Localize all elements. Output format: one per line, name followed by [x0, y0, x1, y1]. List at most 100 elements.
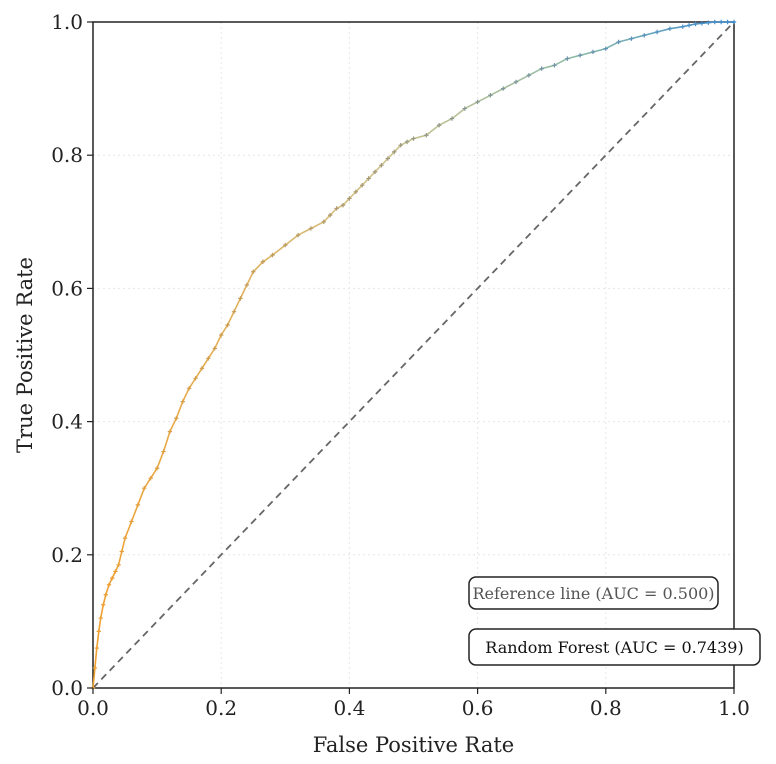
- roc-point: [699, 21, 705, 26]
- roc-point: [360, 182, 365, 188]
- legend: Reference line (AUC = 0.500) Random Fore…: [468, 576, 761, 666]
- legend-random-forest-box: [468, 628, 761, 666]
- y-tick-label: 0.8: [51, 143, 83, 167]
- roc-point: [590, 49, 596, 55]
- roc-point: [135, 502, 141, 508]
- roc-point: [148, 476, 153, 481]
- x-tick-label: 0.6: [462, 696, 494, 720]
- legend-random-forest-label: Random Forest (AUC = 0.7439): [485, 638, 743, 657]
- y-tick-label: 1.0: [51, 10, 83, 34]
- x-axis-title: False Positive Rate: [313, 733, 514, 757]
- roc-point: [340, 202, 346, 208]
- x-tick-label: 1.0: [718, 696, 750, 720]
- plot-frame: [92, 21, 735, 689]
- reference-line-group: [92, 21, 735, 689]
- roc-point: [385, 156, 391, 161]
- roc-point: [98, 615, 103, 621]
- roc-point: [693, 21, 698, 27]
- roc-point: [686, 23, 692, 28]
- roc-point: [92, 665, 98, 671]
- roc-point: [526, 73, 532, 78]
- roc-point: [142, 486, 147, 491]
- roc-point: [475, 99, 480, 105]
- roc-point: [238, 296, 243, 301]
- roc-point: [113, 569, 118, 574]
- roc-point: [577, 53, 583, 58]
- roc-point: [654, 29, 660, 35]
- roc-point: [154, 466, 160, 471]
- roc-point: [667, 26, 673, 31]
- roc-point: [244, 282, 250, 288]
- roc-point: [603, 46, 608, 51]
- roc-point: [96, 629, 101, 634]
- roc-point: [174, 416, 179, 421]
- roc-point: [449, 116, 455, 121]
- y-axis-title: True Positive Rate: [13, 257, 37, 453]
- roc-point: [616, 39, 621, 45]
- roc-point: [94, 645, 100, 651]
- roc-point: [186, 386, 192, 391]
- roc-point: [706, 20, 711, 25]
- roc-point: [372, 169, 378, 175]
- roc-point: [321, 219, 326, 224]
- roc-point: [251, 269, 256, 274]
- y-tick-label: 0.6: [51, 276, 83, 300]
- roc-point: [398, 143, 403, 148]
- roc-point: [231, 309, 237, 314]
- roc-point: [347, 196, 352, 201]
- roc-point: [206, 356, 211, 361]
- roc-point: [642, 33, 647, 38]
- roc-point: [725, 19, 730, 25]
- roc-point: [392, 149, 397, 155]
- roc-point: [270, 252, 275, 258]
- roc-point: [718, 19, 724, 25]
- roc-point: [379, 162, 384, 168]
- roc-point: [353, 189, 359, 195]
- roc-point: [404, 139, 410, 145]
- x-tick-label: 0.0: [77, 696, 109, 720]
- x-tick-label: 0.8: [590, 696, 622, 720]
- roc-point: [334, 206, 339, 211]
- roc-point: [436, 123, 442, 128]
- roc-point: [327, 212, 333, 218]
- roc-point: [308, 226, 314, 231]
- roc-point: [552, 63, 557, 68]
- legend-reference-box: [468, 576, 719, 610]
- roc-point: [712, 19, 717, 25]
- roc-point: [161, 449, 166, 454]
- roc-point: [122, 535, 128, 541]
- roc-curve-line: [92, 21, 734, 689]
- roc-point: [101, 602, 106, 607]
- roc-point: [731, 19, 737, 25]
- roc-point: [260, 259, 266, 264]
- legend-reference-label: Reference line (AUC = 0.500): [472, 584, 714, 603]
- roc-point: [225, 322, 230, 328]
- roc-point: [462, 106, 467, 111]
- roc-point: [366, 176, 371, 181]
- roc-point: [116, 562, 121, 567]
- roc-point: [539, 66, 544, 71]
- roc-point: [565, 56, 570, 61]
- roc-point: [424, 133, 429, 138]
- roc-point: [295, 232, 301, 238]
- axis-ticks: 0.0 0.2 0.4 0.6 0.8 1.0 0.0 0.2 0.4 0.6 0.8 1.0: [51, 10, 750, 720]
- roc-point: [193, 376, 198, 381]
- roc-point: [283, 242, 288, 248]
- roc-point: [411, 136, 416, 141]
- roc-point: [629, 36, 634, 41]
- reference-line: [92, 21, 735, 689]
- roc-point: [103, 592, 109, 597]
- y-tick-label: 0.2: [51, 543, 83, 567]
- roc-point: [119, 549, 125, 554]
- y-tick-label: 0.0: [51, 676, 83, 700]
- roc-point: [106, 582, 112, 587]
- x-tick-label: 0.2: [205, 696, 237, 720]
- x-tick-label: 0.4: [333, 696, 365, 720]
- roc-point: [219, 332, 224, 338]
- roc-point: [501, 86, 506, 91]
- roc-point: [199, 366, 205, 371]
- roc-point: [212, 346, 217, 351]
- y-tick-label: 0.4: [51, 410, 83, 434]
- roc-point: [110, 575, 115, 581]
